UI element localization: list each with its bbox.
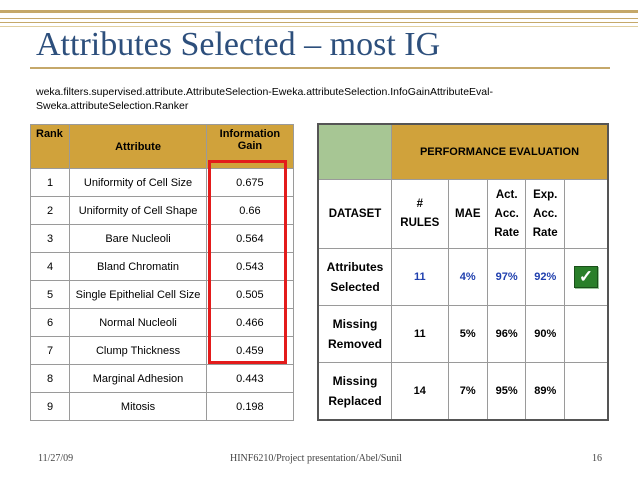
dataset-label-line1: Missing: [332, 374, 378, 388]
check-cell: [564, 362, 609, 421]
rules-cell: 11: [391, 248, 449, 306]
rules-cell: 14: [391, 362, 449, 421]
rules-cell: 11: [391, 305, 449, 363]
gain-cell: 0.543: [205, 252, 295, 281]
rank-cell: 5: [29, 280, 71, 309]
rank-cell: 6: [29, 308, 71, 337]
rank-table-header: Rank Attribute Information Gain: [29, 124, 295, 169]
header-actual-accuracy: Act. Acc. Rate: [486, 179, 527, 249]
table-row: Attributes Selected 11 4% 97% 92% ✓: [317, 248, 609, 306]
gain-cell: 0.443: [205, 364, 295, 393]
footer-presentation-info: HINF6210/Project presentation/Abel/Sunil: [230, 453, 402, 464]
dataset-label: Missing Replaced: [317, 362, 392, 421]
title-divider: [30, 67, 610, 69]
checkmark-icon: ✓: [574, 266, 598, 288]
rank-cell: 3: [29, 224, 71, 253]
gain-cell: 0.466: [205, 308, 295, 337]
table-row: 4 Bland Chromatin 0.543: [29, 252, 295, 281]
attribute-cell: Clump Thickness: [69, 336, 207, 365]
header-rules-line1: #: [416, 198, 423, 210]
attribute-cell: Bare Nucleoli: [69, 224, 207, 253]
actual-accuracy-cell: 95%: [486, 362, 527, 421]
performance-evaluation-table: PERFORMANCE EVALUATION DATASET # RULES M…: [317, 123, 609, 421]
header-attribute: Attribute: [69, 124, 207, 169]
dataset-label: Missing Removed: [317, 305, 392, 363]
header-information-gain: Information Gain: [205, 124, 295, 169]
perf-heading: PERFORMANCE EVALUATION: [391, 123, 609, 180]
footer-date: 11/27/09: [38, 453, 74, 464]
gain-cell: 0.459: [205, 336, 295, 365]
rank-cell: 4: [29, 252, 71, 281]
table-row: 8 Marginal Adhesion 0.443: [29, 364, 295, 393]
perf-corner-cell: [317, 123, 392, 180]
table-row: Missing Replaced 14 7% 95% 89%: [317, 362, 609, 421]
attribute-cell: Single Epithelial Cell Size: [69, 280, 207, 309]
attribute-cell: Uniformity of Cell Size: [69, 168, 207, 197]
dataset-label-line2: Removed: [327, 337, 383, 351]
attribute-cell: Uniformity of Cell Shape: [69, 196, 207, 225]
table-row: 9 Mitosis 0.198: [29, 392, 295, 421]
actual-accuracy-cell: 96%: [486, 305, 527, 363]
gain-cell: 0.505: [205, 280, 295, 309]
mae-cell: 5%: [447, 305, 488, 363]
dataset-label-line2: Replaced: [328, 394, 382, 408]
attribute-cell: Bland Chromatin: [69, 252, 207, 281]
attribute-rank-table: Rank Attribute Information Gain 1 Uniform…: [29, 124, 295, 421]
dataset-label-line2: Selected: [330, 280, 380, 294]
rank-cell: 1: [29, 168, 71, 197]
decorative-header-lines: [0, 10, 638, 27]
header-gain-line2: Gain: [237, 140, 263, 152]
rank-cell: 2: [29, 196, 71, 225]
header-exp-line2: Acc.: [533, 207, 558, 220]
expected-accuracy-cell: 89%: [525, 362, 565, 421]
table-row: 5 Single Epithelial Cell Size 0.505: [29, 280, 295, 309]
attribute-cell: Normal Nucleoli: [69, 308, 207, 337]
gain-cell: 0.675: [205, 168, 295, 197]
gain-cell: 0.564: [205, 224, 295, 253]
mae-cell: 7%: [447, 362, 488, 421]
header-dataset: DATASET: [317, 179, 392, 249]
footer-page-number: 16: [592, 453, 602, 464]
weka-command-text: weka.filters.supervised.attribute.Attrib…: [36, 86, 493, 112]
header-rank: Rank: [29, 124, 71, 169]
table-row: 7 Clump Thickness 0.459: [29, 336, 295, 365]
header-act-line1: Act.: [495, 188, 518, 201]
perf-column-header-row: DATASET # RULES MAE Act. Acc. Rate Exp. …: [317, 179, 609, 249]
dataset-label: Attributes Selected: [317, 248, 392, 306]
dataset-label-line1: Attributes: [326, 260, 384, 274]
check-cell: ✓: [564, 248, 609, 306]
header-act-line3: Rate: [494, 226, 520, 239]
table-row: 6 Normal Nucleoli 0.466: [29, 308, 295, 337]
gain-cell: 0.66: [205, 196, 295, 225]
expected-accuracy-cell: 92%: [525, 248, 565, 306]
table-row: 3 Bare Nucleoli 0.564: [29, 224, 295, 253]
header-expected-accuracy: Exp. Acc. Rate: [525, 179, 565, 249]
perf-heading-row: PERFORMANCE EVALUATION: [317, 123, 609, 180]
rank-cell: 7: [29, 336, 71, 365]
actual-accuracy-cell: 97%: [486, 248, 527, 306]
header-gain-line1: Information: [219, 128, 281, 140]
table-row: 2 Uniformity of Cell Shape 0.66: [29, 196, 295, 225]
rank-cell: 8: [29, 364, 71, 393]
header-rules: # RULES: [391, 179, 449, 249]
header-rules-line2: RULES: [400, 217, 440, 229]
attribute-cell: Marginal Adhesion: [69, 364, 207, 393]
gain-cell: 0.198: [205, 392, 295, 421]
table-row: Missing Removed 11 5% 96% 90%: [317, 305, 609, 363]
header-check-column: [564, 179, 609, 249]
attribute-cell: Mitosis: [69, 392, 207, 421]
header-mae: MAE: [447, 179, 488, 249]
expected-accuracy-cell: 90%: [525, 305, 565, 363]
header-exp-line3: Rate: [532, 226, 558, 239]
dataset-label-line1: Missing: [332, 317, 378, 331]
table-row: 1 Uniformity of Cell Size 0.675: [29, 168, 295, 197]
rank-cell: 9: [29, 392, 71, 421]
slide-title: Attributes Selected – most IG: [36, 26, 441, 63]
check-cell: [564, 305, 609, 363]
header-act-line2: Acc.: [494, 207, 519, 220]
mae-cell: 4%: [447, 248, 488, 306]
header-exp-line1: Exp.: [533, 188, 558, 201]
